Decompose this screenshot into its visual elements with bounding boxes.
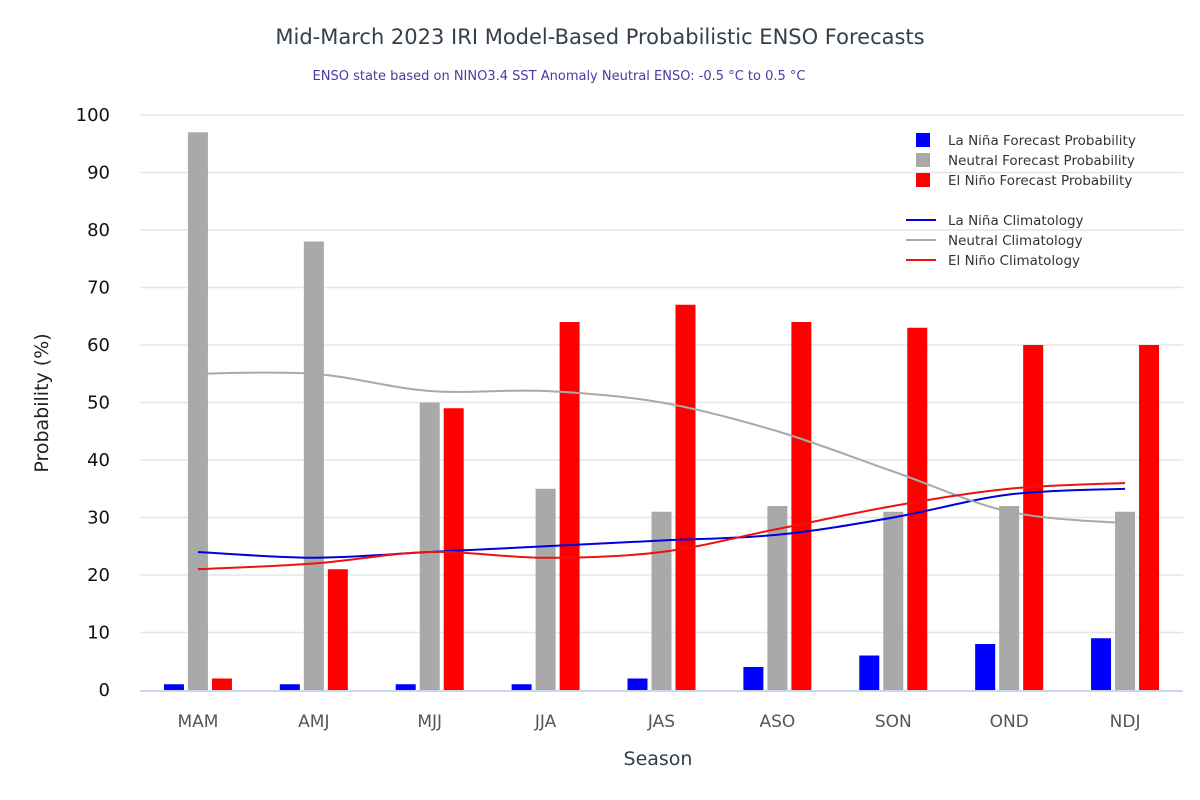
line-el-nino-climatology bbox=[197, 482, 1126, 571]
y-tick-label: 90 bbox=[87, 163, 110, 184]
y-tick-label: 10 bbox=[87, 623, 110, 644]
bar-neutral-ndj bbox=[1115, 511, 1136, 690]
legend-item-la-nina-forecast-probability[interactable]: La Niña Forecast Probability bbox=[948, 133, 1136, 149]
bar-el-nino-amj bbox=[327, 569, 348, 690]
bar-la-nina-jas bbox=[627, 678, 648, 690]
bar-el-nino-aso bbox=[791, 322, 812, 690]
legend-swatch-neutral-forecast-probability bbox=[916, 153, 930, 167]
bar-la-nina-mam bbox=[163, 684, 184, 690]
bar-neutral-mjj bbox=[419, 402, 440, 690]
bar-el-nino-son bbox=[907, 327, 928, 690]
bar-la-nina-jja bbox=[511, 684, 532, 690]
x-tick-label: OND bbox=[990, 712, 1029, 732]
bar-neutral-jas bbox=[651, 511, 672, 690]
bar-el-nino-mam bbox=[211, 678, 232, 690]
climatology-lines bbox=[197, 371, 1126, 571]
x-tick-label: NDJ bbox=[1110, 712, 1141, 732]
bar-neutral-mam bbox=[187, 132, 208, 690]
y-axis-ticks: 0 10 20 30 40 50 60 70 80 90 100 bbox=[76, 105, 110, 701]
bar-el-nino-jas bbox=[675, 304, 696, 690]
legend-swatch-la-nina-forecast-probability bbox=[916, 133, 930, 147]
bar-la-nina-son bbox=[859, 655, 880, 690]
y-tick-label: 70 bbox=[87, 278, 110, 299]
x-tick-label: MAM bbox=[177, 712, 218, 732]
bar-el-nino-mjj bbox=[443, 408, 464, 690]
chart-title: Mid-March 2023 IRI Model-Based Probabili… bbox=[275, 25, 924, 49]
bar-el-nino-ndj bbox=[1139, 345, 1160, 690]
y-tick-label: 100 bbox=[76, 105, 110, 126]
y-axis-title: Probability (%) bbox=[31, 333, 53, 472]
x-tick-label: JJA bbox=[534, 712, 557, 732]
x-axis-title: Season bbox=[624, 748, 693, 770]
legend-swatch-el-nino-forecast-probability bbox=[916, 173, 930, 187]
bar-neutral-jja bbox=[535, 488, 556, 690]
legend-item-el-nino-forecast-probability[interactable]: El Niño Forecast Probability bbox=[948, 173, 1132, 189]
bar-la-nina-ndj bbox=[1091, 638, 1112, 690]
bar-neutral-son bbox=[883, 511, 904, 690]
bar-neutral-aso bbox=[767, 506, 788, 690]
legend-item-neutral-forecast-probability[interactable]: Neutral Forecast Probability bbox=[948, 153, 1135, 169]
y-tick-label: 0 bbox=[99, 680, 110, 701]
legend: La Niña Forecast Probability Neutral Fore… bbox=[906, 133, 1136, 269]
bar-neutral-amj bbox=[303, 241, 324, 690]
bar-el-nino-jja bbox=[559, 322, 580, 690]
x-axis-ticks: MAM AMJ MJJ JJA JAS ASO SON OND NDJ bbox=[177, 712, 1140, 732]
legend-item-neutral-climatology[interactable]: Neutral Climatology bbox=[948, 233, 1083, 249]
y-tick-label: 20 bbox=[87, 565, 110, 586]
bar-la-nina-aso bbox=[743, 667, 764, 690]
x-tick-label: JAS bbox=[647, 712, 675, 732]
legend-item-el-nino-climatology[interactable]: El Niño Climatology bbox=[948, 253, 1080, 269]
y-tick-label: 80 bbox=[87, 220, 110, 241]
x-tick-label: SON bbox=[875, 712, 912, 732]
bar-el-nino-ond bbox=[1023, 345, 1044, 690]
bar-la-nina-amj bbox=[279, 684, 300, 690]
line-neutral-climatology bbox=[197, 371, 1126, 525]
bar-la-nina-mjj bbox=[395, 684, 416, 690]
y-tick-label: 60 bbox=[87, 335, 110, 356]
bars bbox=[163, 132, 1160, 690]
x-tick-label: ASO bbox=[759, 712, 795, 732]
legend-item-la-nina-climatology[interactable]: La Niña Climatology bbox=[948, 213, 1084, 229]
y-tick-label: 50 bbox=[87, 393, 110, 414]
bar-la-nina-ond bbox=[975, 644, 996, 690]
bar-neutral-ond bbox=[999, 506, 1020, 690]
x-tick-label: AMJ bbox=[298, 712, 329, 732]
y-tick-label: 40 bbox=[87, 450, 110, 471]
y-tick-label: 30 bbox=[87, 508, 110, 529]
x-tick-label: MJJ bbox=[417, 712, 442, 732]
chart-subtitle: ENSO state based on NINO3.4 SST Anomaly … bbox=[313, 69, 806, 84]
